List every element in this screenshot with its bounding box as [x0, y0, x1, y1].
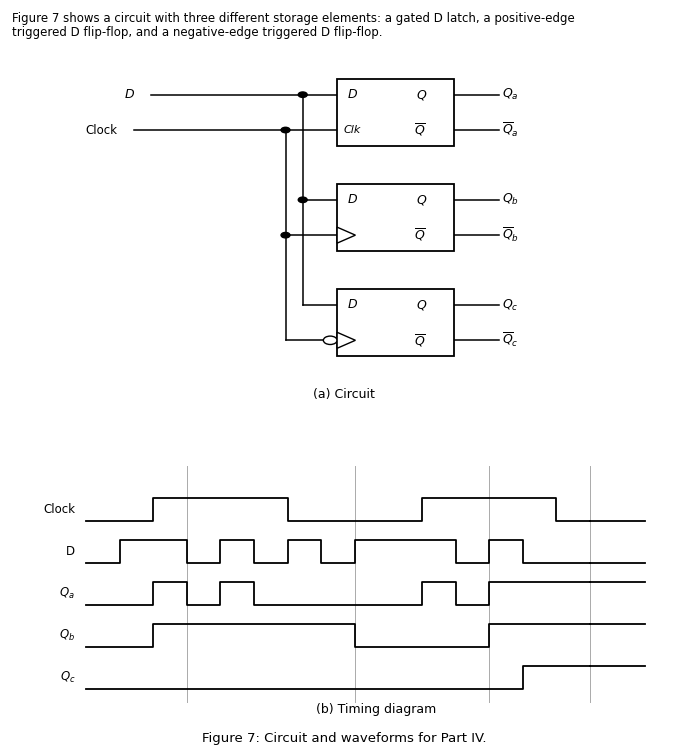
Text: $\overline{Q}$: $\overline{Q}$: [414, 227, 426, 243]
Circle shape: [281, 127, 290, 133]
Text: $\overline{Q}_b$: $\overline{Q}_b$: [502, 226, 519, 244]
Bar: [337, 79, 454, 146]
Text: D: D: [347, 298, 357, 312]
Text: D: D: [347, 193, 357, 207]
Text: $Q_c$: $Q_c$: [502, 297, 519, 312]
Text: D: D: [66, 545, 75, 558]
Text: $\overline{Q}$: $\overline{Q}$: [414, 332, 426, 348]
Text: Figure 7 shows a circuit with three different storage elements: a gated D latch,: Figure 7 shows a circuit with three diff…: [12, 12, 575, 25]
Bar: [337, 289, 454, 356]
Text: $\overline{Q}_a$: $\overline{Q}_a$: [502, 121, 519, 139]
Bar: [337, 184, 454, 251]
Text: D: D: [347, 88, 357, 101]
Circle shape: [299, 92, 307, 98]
Text: $Q_b$: $Q_b$: [59, 628, 75, 643]
Circle shape: [299, 197, 307, 203]
Polygon shape: [337, 227, 356, 243]
Text: $\overline{Q}_c$: $\overline{Q}_c$: [502, 331, 519, 349]
Text: (a) Circuit: (a) Circuit: [313, 388, 375, 400]
Text: triggered D flip-flop, and a negative-edge triggered D flip-flop.: triggered D flip-flop, and a negative-ed…: [12, 26, 383, 39]
Text: D: D: [125, 88, 134, 101]
Text: Q: Q: [416, 193, 426, 207]
Polygon shape: [337, 332, 356, 348]
Text: (b) Timing diagram: (b) Timing diagram: [316, 704, 436, 716]
Text: Q: Q: [416, 88, 426, 101]
Circle shape: [323, 336, 337, 345]
Text: $Q_c$: $Q_c$: [60, 670, 75, 685]
Text: $Q_a$: $Q_a$: [502, 87, 519, 102]
Text: Clock: Clock: [43, 503, 75, 516]
Text: Clk: Clk: [344, 125, 361, 135]
Text: Q: Q: [416, 298, 426, 312]
Circle shape: [281, 232, 290, 238]
Text: $Q_b$: $Q_b$: [502, 192, 519, 207]
Text: Clock: Clock: [85, 123, 117, 137]
Text: $Q_a$: $Q_a$: [59, 586, 75, 601]
Text: Figure 7: Circuit and waveforms for Part IV.: Figure 7: Circuit and waveforms for Part…: [202, 732, 486, 745]
Text: $\overline{Q}$: $\overline{Q}$: [414, 122, 426, 138]
